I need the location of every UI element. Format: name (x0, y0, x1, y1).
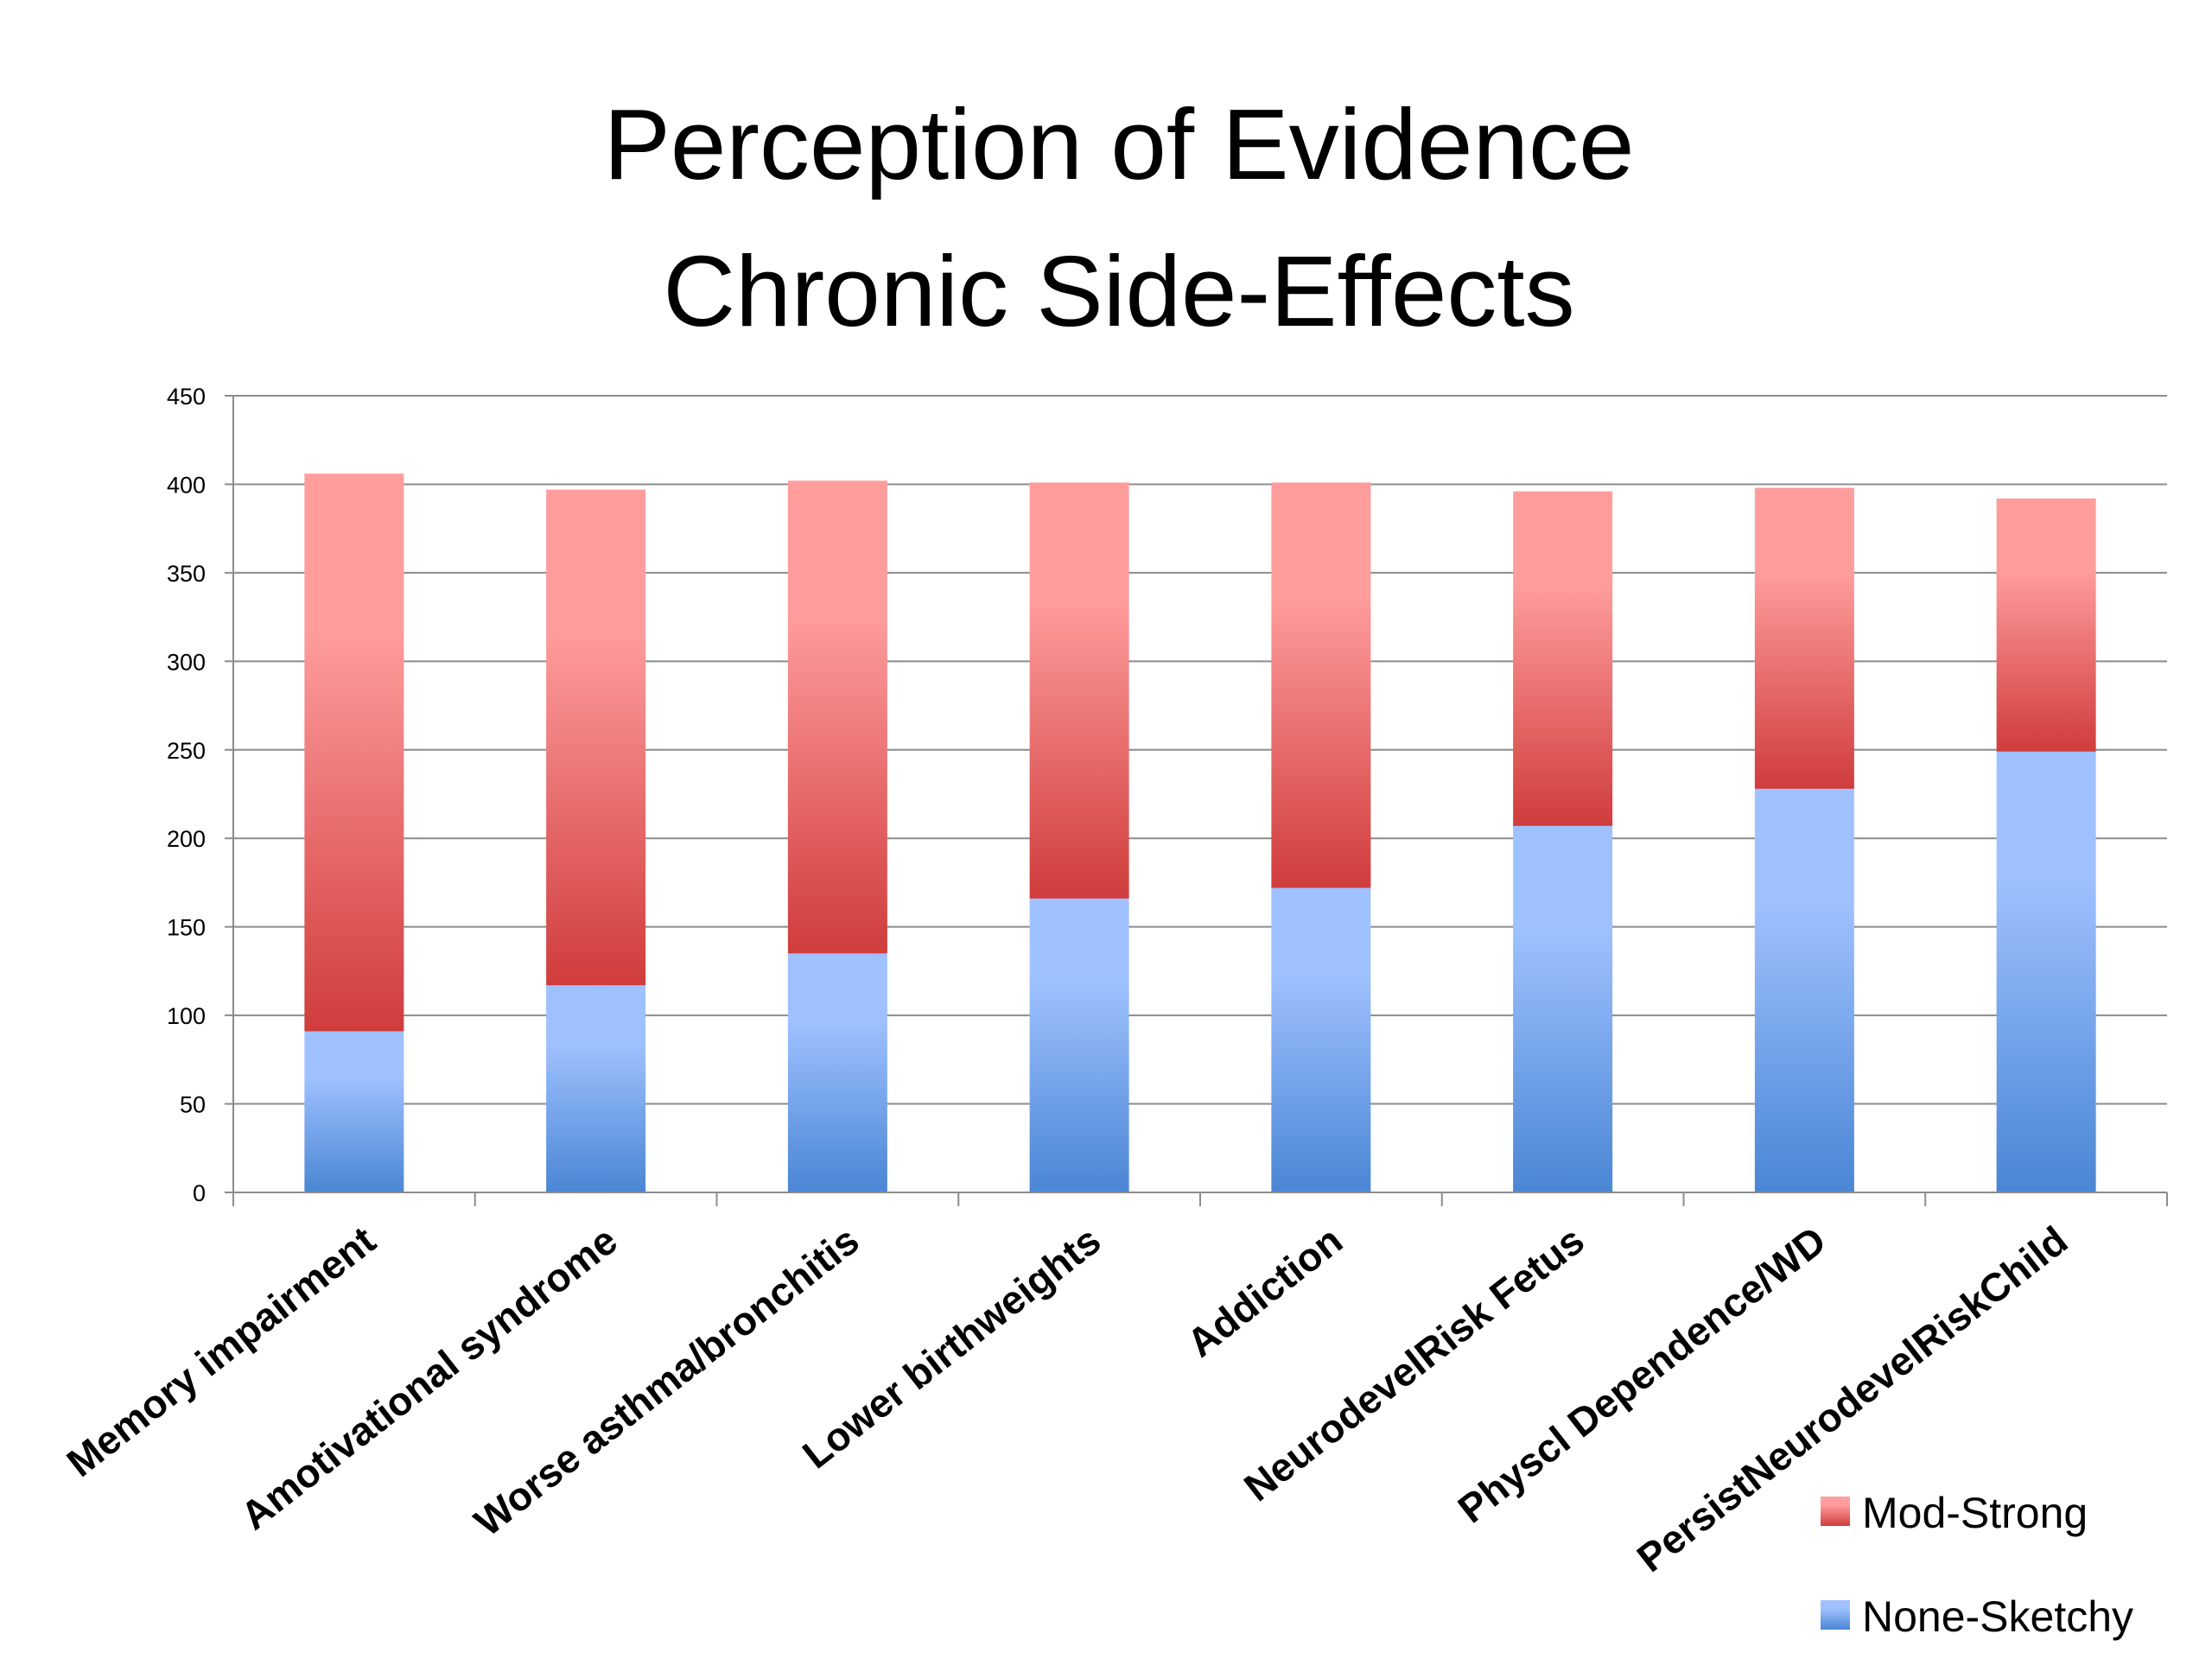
bar-mod-strong (787, 480, 887, 954)
chart-title-line-1: Perception of Evidence (603, 88, 1635, 200)
legend-label: Mod-Strong (1862, 1489, 2088, 1537)
legend-swatch (1821, 1600, 1850, 1630)
legend-swatch (1821, 1497, 1850, 1526)
y-tick-label: 100 (167, 1003, 206, 1029)
bar-none-sketchy (1996, 751, 2096, 1192)
bar-none-sketchy (1271, 887, 1371, 1192)
axes (225, 395, 2168, 1206)
bar-none-sketchy (546, 985, 646, 1192)
y-tick-label: 450 (167, 384, 206, 410)
bar-mod-strong (546, 489, 646, 986)
bar-mod-strong (1029, 482, 1129, 899)
y-tick-label: 350 (167, 561, 206, 587)
y-tick-label: 150 (167, 915, 206, 941)
y-tick-label: 0 (193, 1180, 206, 1206)
bar-none-sketchy (1029, 898, 1129, 1192)
bar-none-sketchy (787, 953, 887, 1192)
bar-none-sketchy (1513, 825, 1613, 1192)
bar-mod-strong (1513, 491, 1613, 826)
chart-title-line-2: Chronic Side-Effects (663, 235, 1575, 347)
gridlines (233, 395, 2167, 1105)
y-tick-label: 200 (167, 826, 206, 852)
y-tick-label: 300 (167, 649, 206, 675)
y-tick-label: 50 (180, 1092, 206, 1118)
bar-none-sketchy (304, 1031, 404, 1192)
category-label: Addiction (1179, 1217, 1351, 1366)
bar-mod-strong (304, 474, 404, 1032)
y-tick-label: 250 (167, 738, 206, 764)
category-label: Worse asthma/bronchitis (466, 1217, 867, 1545)
y-tick-label: 400 (167, 472, 206, 498)
bar-mod-strong (1996, 498, 2096, 752)
chart-title: Perception of Evidence Chronic Side-Effe… (0, 71, 2212, 365)
bar-none-sketchy (1754, 788, 1854, 1192)
legend: Mod-Strong None-Sketchy (1821, 1489, 2133, 1641)
bars (304, 474, 2096, 1192)
legend-label: None-Sketchy (1862, 1592, 2133, 1641)
category-label: Amotivational syndrome (232, 1217, 626, 1538)
bar-mod-strong (1271, 482, 1371, 888)
y-tick-labels: 0 50 100 150 200 250 300 350 400 450 (167, 384, 206, 1206)
bar-mod-strong (1754, 487, 1854, 789)
